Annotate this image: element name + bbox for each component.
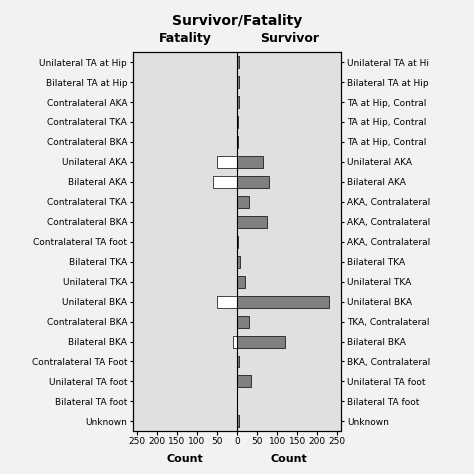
Bar [237, 96, 239, 108]
Bar [237, 296, 329, 308]
Bar [237, 136, 238, 148]
Bar [237, 316, 249, 328]
Bar [237, 415, 239, 428]
Bar [237, 276, 245, 288]
Bar [237, 375, 251, 387]
Bar [237, 196, 249, 208]
Bar [237, 356, 239, 367]
Bar [237, 216, 267, 228]
Bar [217, 296, 237, 308]
Bar [213, 176, 237, 188]
Bar [233, 336, 237, 347]
Bar [237, 76, 238, 88]
Text: Survivor/Fatality: Survivor/Fatality [172, 14, 302, 28]
Bar [237, 336, 285, 347]
Text: Count: Count [166, 454, 203, 464]
Bar [217, 156, 237, 168]
Text: Survivor: Survivor [260, 32, 319, 45]
Text: Count: Count [271, 454, 308, 464]
Bar [237, 56, 239, 68]
Text: Fatality: Fatality [158, 32, 211, 45]
Bar [237, 156, 263, 168]
Bar [237, 176, 269, 188]
Bar [237, 236, 238, 248]
Bar [237, 116, 238, 128]
Bar [237, 255, 240, 268]
